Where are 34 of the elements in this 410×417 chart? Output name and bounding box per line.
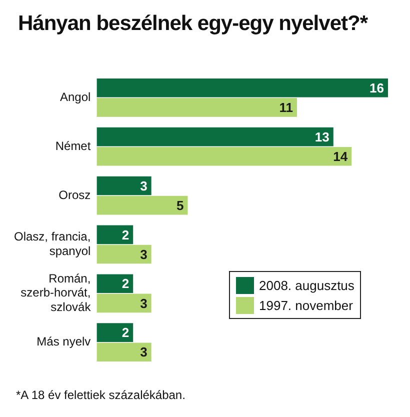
data-label: 11: [279, 100, 293, 116]
bar: [96, 196, 188, 215]
data-label: 14: [333, 148, 348, 164]
data-label: 3: [140, 178, 148, 194]
bar: [96, 225, 134, 244]
bar: [96, 323, 134, 342]
data-label: 16: [370, 80, 384, 96]
data-label: 2: [122, 227, 130, 242]
data-label: 2: [122, 325, 130, 340]
bar: [96, 342, 152, 362]
bar: [96, 98, 297, 117]
y-tick-label: Angol: [60, 90, 91, 104]
y-tick-label: Román, szerb-horvát, szlovák: [20, 271, 92, 314]
data-label: 13: [314, 129, 330, 144]
data-label: 3: [140, 296, 148, 311]
chart-title: Hányan beszélnek egy-egy nyelvet?*: [18, 12, 368, 36]
bar: [96, 127, 334, 146]
y-tick-label: Orosz: [58, 188, 91, 202]
text: *A 18 év felettiek százalékában.: [16, 388, 186, 402]
data-label: 2: [122, 276, 130, 292]
legend-label: 2008. augusztus: [259, 278, 354, 292]
bar: [96, 294, 152, 313]
y-tick-label: Olasz, francia, spanyol: [14, 230, 91, 258]
legend-label: 1997. november: [259, 298, 353, 312]
data-label: 5: [176, 198, 184, 213]
bar: [96, 274, 134, 294]
y-tick-label: Német: [55, 138, 92, 153]
bar: [96, 78, 388, 98]
bar: [96, 176, 152, 196]
bar: [96, 146, 352, 166]
data-label: 3: [140, 246, 148, 262]
data-label: 3: [140, 344, 148, 360]
bar: [96, 244, 152, 264]
y-tick-label: Más nyelv: [36, 334, 91, 349]
